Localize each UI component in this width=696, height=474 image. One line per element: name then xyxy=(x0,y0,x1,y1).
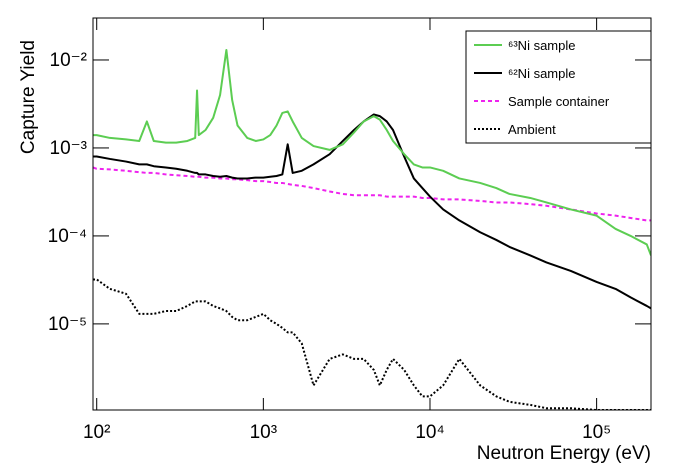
legend-label: Ambient xyxy=(508,122,556,137)
legend-box xyxy=(465,30,652,144)
y-tick-label: 10⁻² xyxy=(50,50,88,71)
x-tick-label: 10³ xyxy=(250,422,277,443)
legend-label: ⁶²Ni sample xyxy=(508,66,575,81)
plot-area xyxy=(93,48,651,410)
legend-label: ⁶³Ni sample xyxy=(508,38,575,53)
series-line xyxy=(93,48,651,256)
x-tick-label: 10⁵ xyxy=(582,422,611,443)
frame xyxy=(92,17,652,411)
series-line xyxy=(93,166,651,222)
series-line xyxy=(93,113,651,310)
y-tick-label: 10⁻⁴ xyxy=(48,226,87,247)
legend-label: Sample container xyxy=(508,94,610,109)
x-tick-label: 10² xyxy=(83,422,110,443)
x-tick-label: 10⁴ xyxy=(415,422,444,443)
y-tick-label: 10⁻⁵ xyxy=(48,314,87,335)
series-line xyxy=(93,278,651,410)
x-axis-label: Neutron Energy (eV) xyxy=(477,443,651,464)
y-tick-label: 10⁻³ xyxy=(50,138,88,159)
y-axis-label: Capture Yield xyxy=(18,40,39,154)
